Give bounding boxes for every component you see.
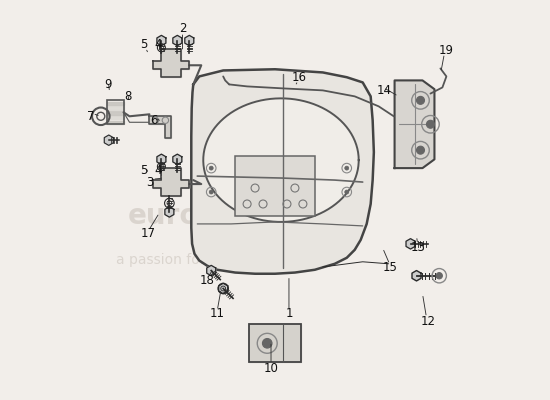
Polygon shape	[157, 154, 166, 164]
Polygon shape	[207, 265, 216, 276]
Polygon shape	[107, 111, 124, 115]
Polygon shape	[185, 35, 194, 46]
Polygon shape	[150, 116, 172, 138]
Circle shape	[416, 96, 425, 104]
Text: 7: 7	[87, 110, 95, 123]
Text: 4: 4	[155, 164, 162, 177]
Text: 13: 13	[411, 241, 426, 254]
Circle shape	[345, 190, 349, 194]
Polygon shape	[219, 283, 228, 294]
Polygon shape	[394, 80, 434, 168]
Circle shape	[426, 120, 434, 128]
Polygon shape	[191, 69, 374, 274]
Polygon shape	[412, 270, 421, 281]
Circle shape	[345, 166, 349, 170]
Polygon shape	[157, 35, 166, 46]
Text: 2: 2	[179, 22, 187, 35]
Text: 5: 5	[140, 38, 147, 51]
Polygon shape	[107, 102, 124, 105]
Text: eurocarnage: eurocarnage	[128, 202, 325, 230]
Polygon shape	[406, 239, 415, 249]
Polygon shape	[173, 35, 182, 46]
Polygon shape	[107, 106, 124, 110]
Polygon shape	[107, 121, 124, 124]
Text: 8: 8	[124, 90, 131, 103]
Polygon shape	[104, 135, 113, 145]
Text: 10: 10	[263, 362, 278, 375]
Circle shape	[436, 272, 442, 279]
Circle shape	[416, 146, 425, 154]
Text: 9: 9	[104, 78, 111, 91]
Polygon shape	[249, 324, 301, 362]
Circle shape	[262, 338, 272, 348]
Bar	[235, 156, 315, 216]
Text: 19: 19	[439, 44, 454, 57]
Text: 16: 16	[292, 71, 306, 84]
Polygon shape	[153, 168, 189, 196]
Bar	[249, 324, 301, 362]
Text: 3: 3	[146, 176, 153, 188]
Text: 17: 17	[141, 227, 156, 240]
Text: 1: 1	[285, 307, 293, 320]
Text: a passion for performance: a passion for performance	[116, 253, 299, 267]
Text: 11: 11	[210, 307, 225, 320]
Text: 4: 4	[155, 38, 162, 51]
Circle shape	[209, 166, 213, 170]
Polygon shape	[165, 207, 174, 217]
Text: 14: 14	[377, 84, 392, 97]
Text: 18: 18	[200, 274, 215, 287]
Polygon shape	[204, 98, 359, 222]
Text: 5: 5	[140, 164, 147, 177]
Circle shape	[209, 190, 213, 194]
Polygon shape	[173, 154, 182, 164]
Polygon shape	[153, 49, 189, 77]
Polygon shape	[107, 116, 124, 120]
Text: 6: 6	[150, 114, 157, 127]
Text: 12: 12	[421, 315, 436, 328]
Bar	[107, 100, 124, 124]
Text: 15: 15	[383, 261, 398, 274]
